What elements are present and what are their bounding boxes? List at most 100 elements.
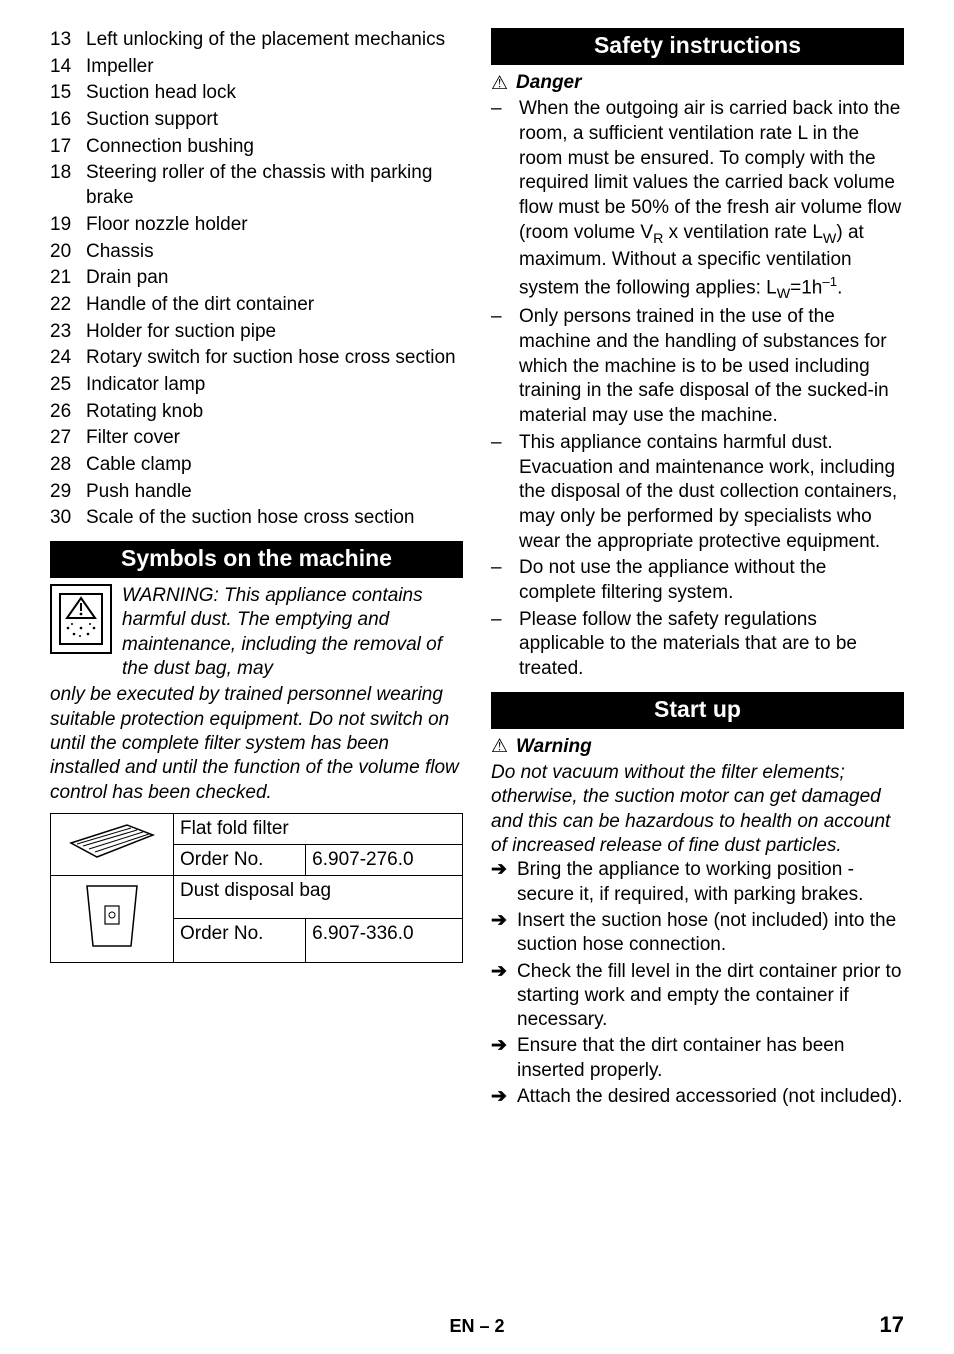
item-number: 24 [50,346,86,371]
arrow-item: ➔Insert the suction hose (not included) … [491,909,904,958]
item-text: Left unlocking of the placement mechanic… [86,28,463,53]
item-text: Handle of the dirt container [86,293,463,318]
columns: 13Left unlocking of the placement mechan… [50,28,904,1111]
danger-label: Danger [516,71,581,95]
arrow-item: ➔Bring the appliance to working position… [491,858,904,907]
numbered-item: 19Floor nozzle holder [50,213,463,238]
arrow-text: Ensure that the dirt container has been … [517,1034,904,1083]
item-number: 30 [50,506,86,531]
item-text: Scale of the suction hose cross section [86,506,463,531]
numbered-item: 15Suction head lock [50,81,463,106]
dash-item: –When the outgoing air is carried back i… [491,97,904,303]
dash-text: Do not use the appliance without the com… [519,556,904,605]
item-text: Push handle [86,480,463,505]
item-number: 23 [50,320,86,345]
numbered-item: 20Chassis [50,240,463,265]
warning-label: Warning [516,735,592,759]
item-text: Indicator lamp [86,373,463,398]
item-number: 17 [50,135,86,160]
item-text: Chassis [86,240,463,265]
numbered-item: 13Left unlocking of the placement mechan… [50,28,463,53]
item-number: 28 [50,453,86,478]
warning-block: WARNING: This appliance contains harmful… [50,584,463,681]
numbered-list: 13Left unlocking of the placement mechan… [50,28,463,531]
arrow-text: Attach the desired accessoried (not incl… [517,1085,904,1109]
arrow-icon: ➔ [491,909,517,958]
item-text: Floor nozzle holder [86,213,463,238]
numbered-item: 17Connection bushing [50,135,463,160]
numbered-item: 23Holder for suction pipe [50,320,463,345]
flat-filter-icon-cell [51,813,174,875]
item-number: 16 [50,108,86,133]
arrow-icon: ➔ [491,960,517,1033]
dust-bag-icon-cell [51,875,174,962]
item-number: 27 [50,426,86,451]
dust-bag-order-no: 6.907-336.0 [306,919,463,963]
dust-bag-icon [79,880,145,952]
dash-icon: – [491,97,519,303]
item-number: 18 [50,161,86,210]
right-column: Safety instructions ⚠ Danger –When the o… [491,28,904,1111]
item-text: Connection bushing [86,135,463,160]
numbered-item: 16Suction support [50,108,463,133]
numbered-item: 28Cable clamp [50,453,463,478]
item-text: Suction support [86,108,463,133]
left-column: 13Left unlocking of the placement mechan… [50,28,463,1111]
danger-list: –When the outgoing air is carried back i… [491,97,904,681]
dash-text: Please follow the safety regulations app… [519,608,904,682]
item-text: Drain pan [86,266,463,291]
arrow-icon: ➔ [491,858,517,907]
section-startup-title: Start up [491,692,904,729]
footer-center: EN – 2 [90,1316,864,1337]
item-text: Cable clamp [86,453,463,478]
item-number: 26 [50,400,86,425]
dash-item: –Please follow the safety regulations ap… [491,608,904,682]
item-number: 19 [50,213,86,238]
footer-page-number: 17 [864,1312,904,1338]
footer: EN – 2 17 [0,1312,954,1338]
numbered-item: 26Rotating knob [50,400,463,425]
arrow-icon: ➔ [491,1034,517,1083]
arrow-item: ➔Check the fill level in the dirt contai… [491,960,904,1033]
dust-bag-title: Dust disposal bag [174,875,463,919]
section-symbols-title: Symbols on the machine [50,541,463,578]
item-number: 21 [50,266,86,291]
arrow-list: ➔Bring the appliance to working position… [491,858,904,1109]
arrow-item: ➔Attach the desired accessoried (not inc… [491,1085,904,1109]
arrow-text: Insert the suction hose (not included) i… [517,909,904,958]
flat-filter-icon [67,819,157,863]
numbered-item: 29Push handle [50,480,463,505]
dash-text: Only persons trained in the use of the m… [519,305,904,428]
dash-item: –This appliance contains harmful dust. E… [491,431,904,554]
item-number: 13 [50,28,86,53]
item-text: Suction head lock [86,81,463,106]
warning-heading: ⚠ Warning [491,735,904,759]
arrow-icon: ➔ [491,1085,517,1109]
item-number: 22 [50,293,86,318]
numbered-item: 14Impeller [50,55,463,80]
warning-text-top: WARNING: This appliance contains harmful… [122,584,463,681]
arrow-text: Check the fill level in the dirt contain… [517,960,904,1033]
dash-icon: – [491,556,519,605]
item-number: 25 [50,373,86,398]
dash-item: –Do not use the appliance without the co… [491,556,904,605]
dash-icon: – [491,305,519,428]
item-text: Rotary switch for suction hose cross sec… [86,346,463,371]
numbered-item: 22Handle of the dirt container [50,293,463,318]
item-number: 20 [50,240,86,265]
numbered-item: 21Drain pan [50,266,463,291]
page: 13Left unlocking of the placement mechan… [0,0,954,1354]
numbered-item: 24Rotary switch for suction hose cross s… [50,346,463,371]
dash-item: –Only persons trained in the use of the … [491,305,904,428]
arrow-text: Bring the appliance to working position … [517,858,904,907]
warning-text-bottom: only be executed by trained personnel we… [50,683,463,805]
numbered-item: 25Indicator lamp [50,373,463,398]
item-number: 14 [50,55,86,80]
item-number: 15 [50,81,86,106]
item-number: 29 [50,480,86,505]
flat-filter-order-label: Order No. [174,844,306,875]
warning-text: Do not vacuum without the filter element… [491,761,904,858]
dash-text: When the outgoing air is carried back in… [519,97,904,303]
warning-triangle-icon: ⚠ [491,737,508,756]
numbered-item: 18Steering roller of the chassis with pa… [50,161,463,210]
